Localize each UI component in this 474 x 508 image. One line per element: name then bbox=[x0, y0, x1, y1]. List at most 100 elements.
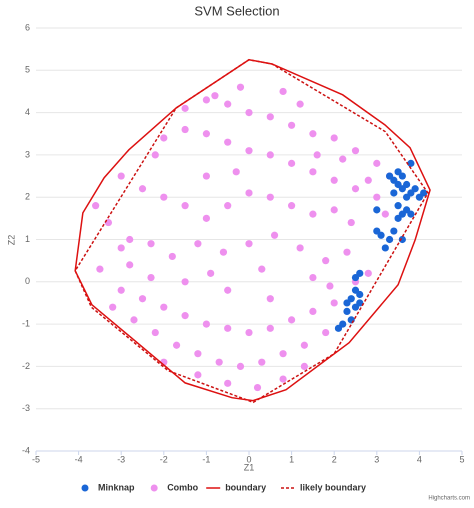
point bbox=[309, 168, 317, 176]
y-tick-label: 3 bbox=[25, 149, 30, 159]
y-tick-label: -2 bbox=[22, 361, 30, 371]
point bbox=[245, 240, 253, 248]
point bbox=[151, 328, 159, 337]
point bbox=[181, 312, 189, 320]
y-tick-label: 0 bbox=[25, 276, 30, 286]
point bbox=[245, 189, 253, 197]
point bbox=[407, 210, 415, 218]
point bbox=[258, 358, 266, 366]
point bbox=[215, 358, 223, 366]
point bbox=[117, 286, 125, 294]
y-tick-label: 5 bbox=[25, 65, 30, 75]
x-tick-label: -1 bbox=[202, 454, 210, 464]
point bbox=[330, 206, 338, 214]
chart-title: SVM Selection bbox=[194, 3, 279, 18]
y-tick-label: 6 bbox=[25, 22, 30, 32]
point bbox=[288, 316, 296, 324]
point bbox=[117, 244, 125, 252]
point bbox=[194, 240, 202, 248]
legend-label[interactable]: Combo bbox=[167, 482, 198, 492]
point bbox=[202, 214, 210, 222]
point bbox=[313, 151, 321, 159]
legend-marker[interactable] bbox=[81, 484, 89, 492]
point bbox=[356, 290, 364, 299]
point bbox=[288, 121, 296, 129]
point bbox=[266, 295, 274, 303]
point bbox=[330, 299, 338, 307]
point bbox=[224, 138, 232, 146]
legend-marker[interactable] bbox=[150, 484, 158, 492]
point bbox=[130, 316, 138, 324]
point bbox=[300, 362, 308, 370]
point bbox=[181, 104, 189, 112]
point bbox=[232, 168, 240, 176]
point bbox=[160, 303, 168, 311]
legend-label[interactable]: boundary bbox=[225, 482, 266, 492]
point bbox=[394, 214, 402, 222]
x-tick-label: -5 bbox=[32, 454, 40, 464]
point bbox=[147, 240, 155, 248]
y-axis-label: Z2 bbox=[6, 235, 16, 246]
point bbox=[390, 189, 398, 197]
point bbox=[117, 172, 125, 180]
x-tick-label: 0 bbox=[246, 454, 251, 464]
point bbox=[245, 109, 253, 117]
point bbox=[330, 176, 338, 184]
point bbox=[160, 193, 168, 201]
point bbox=[92, 202, 100, 210]
point bbox=[96, 265, 104, 273]
point bbox=[334, 324, 343, 332]
point bbox=[207, 269, 215, 277]
point bbox=[202, 96, 210, 104]
point bbox=[258, 265, 266, 273]
point bbox=[296, 100, 304, 108]
point bbox=[339, 155, 347, 163]
point bbox=[288, 159, 296, 167]
point bbox=[202, 172, 210, 180]
point bbox=[398, 235, 406, 244]
point bbox=[224, 100, 232, 108]
point bbox=[373, 159, 381, 167]
point bbox=[266, 113, 274, 121]
point bbox=[181, 278, 189, 286]
point bbox=[202, 130, 210, 138]
point bbox=[403, 180, 411, 189]
point bbox=[202, 320, 210, 328]
point bbox=[373, 193, 381, 201]
point bbox=[347, 218, 355, 227]
point bbox=[211, 92, 219, 100]
point bbox=[245, 328, 253, 337]
point bbox=[160, 134, 168, 142]
point bbox=[138, 295, 147, 303]
point bbox=[322, 328, 330, 337]
point bbox=[343, 307, 351, 316]
point bbox=[309, 210, 317, 218]
point bbox=[279, 87, 287, 96]
point bbox=[381, 244, 389, 252]
point bbox=[126, 261, 134, 269]
point bbox=[322, 257, 330, 265]
point bbox=[398, 172, 406, 180]
legend-label[interactable]: likely boundary bbox=[300, 482, 366, 492]
point bbox=[309, 273, 317, 282]
x-tick-label: 5 bbox=[459, 454, 464, 464]
x-tick-label: -4 bbox=[75, 454, 83, 464]
x-axis-label: Z1 bbox=[244, 462, 255, 472]
credits: Highcharts.com bbox=[428, 496, 470, 502]
point bbox=[411, 185, 419, 193]
legend-label[interactable]: Minknap bbox=[98, 482, 135, 492]
point bbox=[224, 202, 232, 210]
y-tick-label: -4 bbox=[22, 445, 30, 455]
point bbox=[194, 350, 202, 358]
x-tick-label: 2 bbox=[332, 454, 337, 464]
point bbox=[364, 176, 372, 184]
point bbox=[351, 185, 360, 193]
point bbox=[394, 202, 402, 210]
point bbox=[181, 125, 189, 134]
point bbox=[224, 286, 232, 294]
point bbox=[390, 227, 398, 235]
point bbox=[266, 193, 274, 201]
line bbox=[74, 58, 431, 402]
point bbox=[236, 362, 245, 370]
point bbox=[279, 375, 287, 383]
